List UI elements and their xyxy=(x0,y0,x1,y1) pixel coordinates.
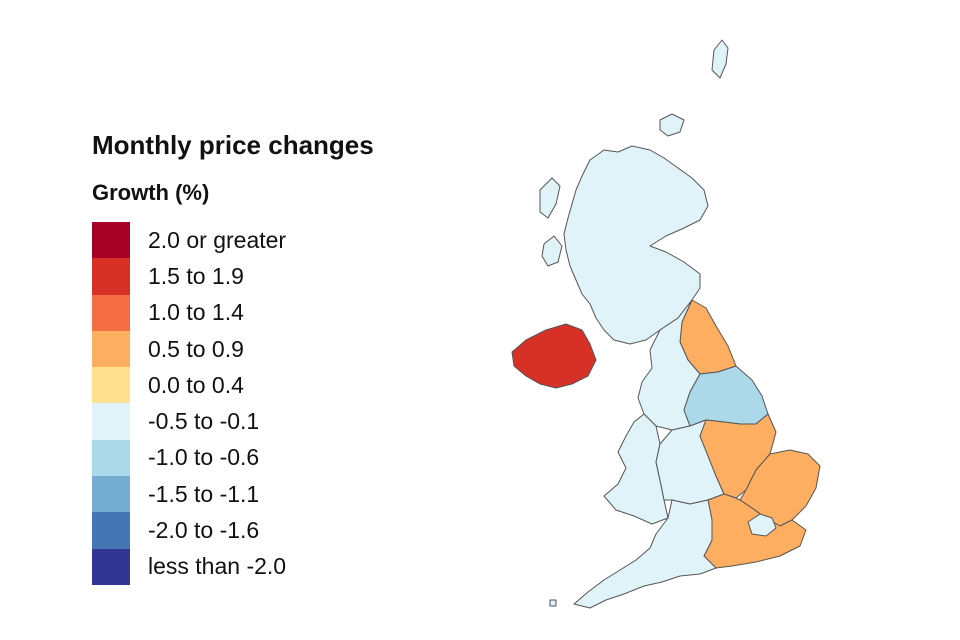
legend-swatch xyxy=(92,548,130,585)
legend-label: 2.0 or greater xyxy=(148,226,287,253)
legend-swatch xyxy=(92,439,130,477)
legend-swatch xyxy=(92,476,130,513)
legend-swatch xyxy=(92,258,130,295)
region-scotland-islands xyxy=(539,177,561,219)
legend-label: -1.0 to -0.6 xyxy=(148,444,260,471)
region-orkney xyxy=(659,113,685,137)
legend-swatch xyxy=(92,403,130,440)
legend-swatch xyxy=(92,512,130,549)
legend-label: -2.0 to -1.6 xyxy=(148,517,260,544)
region-scotland-islands xyxy=(541,235,563,267)
legend-item: 0.0 to 0.4 xyxy=(92,367,286,404)
legend-label: -1.5 to -1.1 xyxy=(148,480,260,507)
region-shetland xyxy=(711,39,729,79)
legend-item: 0.5 to 0.9 xyxy=(92,330,286,368)
legend-title: Growth (%) xyxy=(92,180,210,205)
legend-item: -1.0 to -0.6 xyxy=(92,439,286,477)
legend-item: -0.5 to -0.1 xyxy=(92,403,286,440)
region-northern-ireland xyxy=(511,323,597,389)
legend-item: -1.5 to -1.1 xyxy=(92,476,286,513)
legend-item: 1.5 to 1.9 xyxy=(92,258,286,295)
legend-label: 1.0 to 1.4 xyxy=(148,299,244,326)
region-london xyxy=(747,513,777,537)
legend-label: 1.5 to 1.9 xyxy=(148,262,244,289)
region-south-west xyxy=(573,499,717,609)
legend-label: 0.5 to 0.9 xyxy=(148,335,244,362)
legend-item: -2.0 to -1.6 xyxy=(92,512,286,549)
legend-item: 1.0 to 1.4 xyxy=(92,294,286,331)
legend-label: less than -2.0 xyxy=(148,553,287,580)
legend-swatch xyxy=(92,294,130,331)
legend-item: 2.0 or greater xyxy=(92,222,287,259)
legend-item: less than -2.0 xyxy=(92,548,287,585)
legend: 2.0 or greater 1.5 to 1.9 1.0 to 1.4 0.5… xyxy=(92,222,286,585)
legend-swatch xyxy=(92,222,130,259)
legend-label: -0.5 to -0.1 xyxy=(148,408,260,435)
map-title: Monthly price changes xyxy=(92,130,374,160)
region-scilly xyxy=(549,599,557,607)
legend-swatch xyxy=(92,367,130,404)
legend-label: 0.0 to 0.4 xyxy=(148,371,244,398)
legend-swatch xyxy=(92,330,130,368)
